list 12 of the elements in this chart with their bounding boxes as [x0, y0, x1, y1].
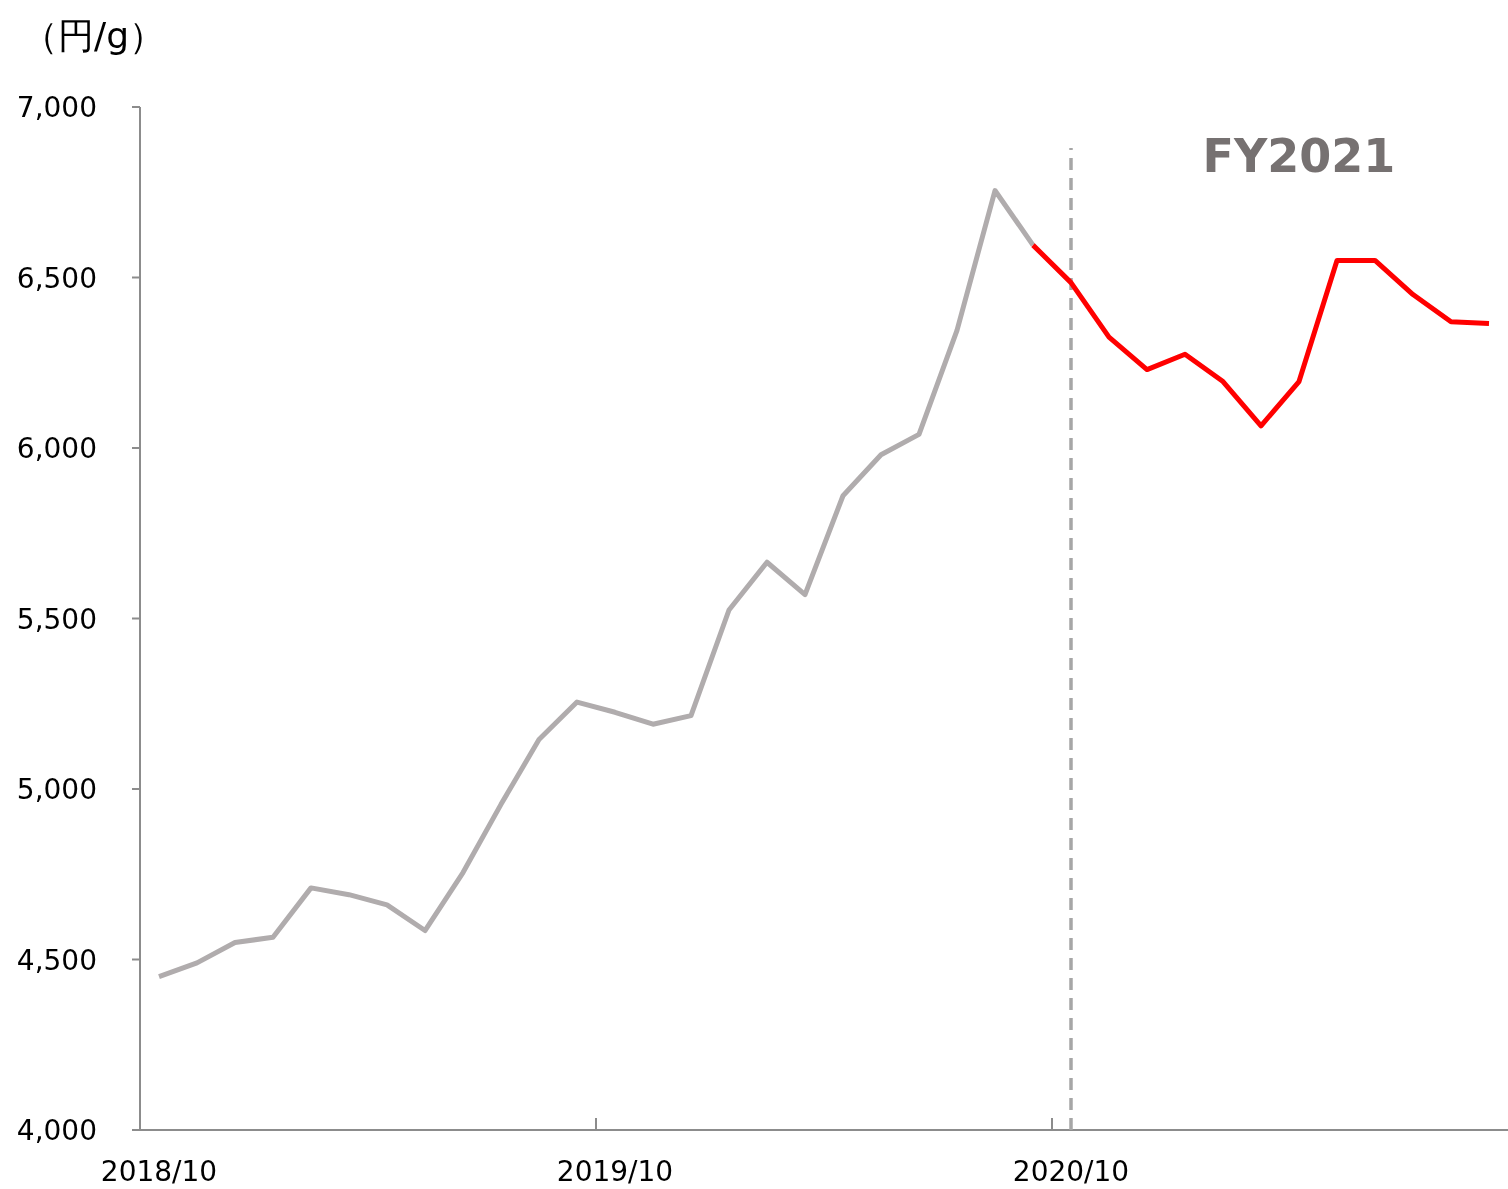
annotation: FY2021	[1202, 129, 1396, 183]
x-tick-label: 2019/10	[556, 1155, 674, 1188]
y-axis-title: （円/g）	[22, 15, 165, 56]
x-tick-label: 2020/10	[1012, 1155, 1130, 1188]
y-tick-label: 5,500	[16, 602, 97, 636]
y-tick-label: 7,000	[16, 91, 97, 124]
y-tick-label: 5,000	[16, 773, 97, 806]
y-tick-label: 6,000	[16, 432, 97, 465]
x-tick-label: 2018/10	[100, 1155, 218, 1188]
y-tick-label: 4,500	[16, 943, 97, 977]
y-tick-label: 6,500	[16, 261, 97, 295]
y-tick-label: 4,000	[16, 1114, 97, 1147]
